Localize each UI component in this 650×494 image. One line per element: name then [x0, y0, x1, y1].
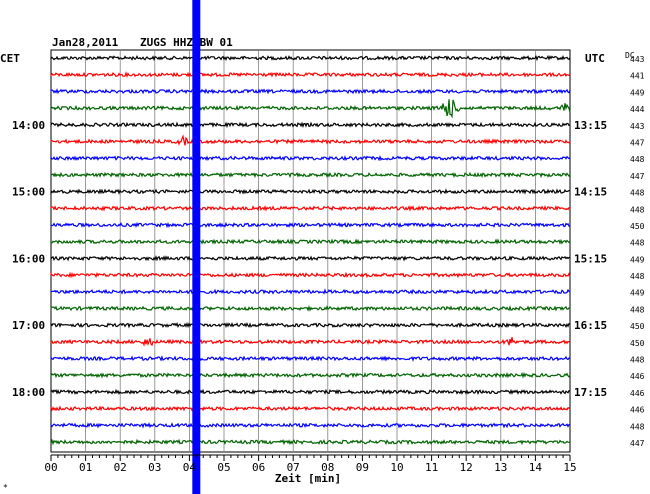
- station-label: ZUGS HHZ BW 01: [140, 36, 233, 49]
- x-axis-label: Zeit [min]: [275, 472, 341, 485]
- dc-value: 447: [630, 172, 645, 181]
- dc-value: 443: [630, 122, 645, 131]
- trace-line: [50, 99, 571, 119]
- left-time-label: 15:00: [12, 186, 45, 199]
- dc-label: DC: [625, 51, 635, 60]
- x-tick-label: 12: [460, 461, 473, 474]
- dc-value: 448: [630, 205, 645, 214]
- trace-line: [50, 288, 571, 295]
- x-tick-label: 15: [563, 461, 576, 474]
- right-time-label: 13:15: [574, 119, 607, 132]
- x-axis: 00 01 02 03 04 05 06 07 08 09 10 11 12 13 14 15: [44, 454, 577, 474]
- right-time-label: 15:15: [574, 252, 607, 265]
- x-tick-label: 05: [217, 461, 230, 474]
- plot-frame: [50, 49, 571, 453]
- dc-value: 450: [630, 222, 645, 231]
- trace-line: [50, 121, 570, 129]
- dc-value: 441: [630, 72, 645, 81]
- dc-value: 448: [630, 239, 645, 248]
- x-tick-label: 06: [252, 461, 265, 474]
- x-tick-label: 01: [79, 461, 92, 474]
- x-tick-label: 00: [44, 461, 57, 474]
- right-time-label: 17:15: [574, 386, 607, 399]
- x-tick-label: 07: [287, 461, 300, 474]
- dc-value: 449: [630, 88, 645, 97]
- x-tick-label: 03: [148, 461, 161, 474]
- dc-value: 446: [630, 372, 645, 381]
- trace-line: [50, 354, 571, 362]
- right-time-label: 16:15: [574, 319, 607, 332]
- left-time-label: 18:00: [12, 386, 45, 399]
- trace-line: [50, 371, 571, 379]
- dc-value: 448: [630, 422, 645, 431]
- x-tick-label: 02: [114, 461, 127, 474]
- trace-line: [50, 405, 571, 412]
- trace-line: [50, 188, 571, 195]
- dc-value: 446: [630, 406, 645, 415]
- right-time-label: 14:15: [574, 186, 607, 199]
- x-tick-label: 09: [356, 461, 369, 474]
- dc-value: 443: [630, 55, 645, 64]
- trace-line: [50, 422, 571, 429]
- left-time-label: 14:00: [12, 119, 45, 132]
- trace-line: [50, 271, 571, 279]
- left-time-label: 16:00: [12, 252, 45, 265]
- dc-value: 448: [630, 155, 645, 164]
- dc-value: 448: [630, 305, 645, 314]
- x-tick-label: 10: [390, 461, 403, 474]
- left-time-label: 17:00: [12, 319, 45, 332]
- time-labels: 443 441 449 444 443 447 448 447 448 448 450 448 449 4…: [12, 55, 645, 448]
- dc-value: 450: [630, 322, 645, 331]
- date-label: Jan28,2011: [52, 36, 119, 49]
- trace-line: [50, 171, 571, 179]
- corner-mark: *: [3, 483, 8, 492]
- x-tick-label: 08: [321, 461, 334, 474]
- dc-value: 444: [630, 105, 645, 114]
- grid: [50, 49, 571, 453]
- dc-value: 448: [630, 189, 645, 198]
- dc-value: 449: [630, 255, 645, 264]
- trace-line: [50, 388, 571, 396]
- x-tick-label: 04: [183, 461, 197, 474]
- dc-value: 450: [630, 339, 645, 348]
- dc-value: 448: [630, 356, 645, 365]
- trace-line: [50, 438, 571, 446]
- trace-line: [50, 255, 571, 262]
- trace-line: [50, 204, 571, 212]
- trace-line: [50, 154, 571, 162]
- trace-line: [50, 134, 571, 146]
- trace-line: [50, 304, 571, 312]
- trace-line: [50, 71, 571, 79]
- vertical-marker: [192, 0, 201, 494]
- trace-line: [50, 88, 571, 95]
- utc-label: UTC: [585, 52, 605, 65]
- cet-label: CET: [0, 52, 20, 65]
- dc-value: 447: [630, 439, 645, 448]
- x-tick-label: 14: [529, 461, 543, 474]
- dc-value: 446: [630, 389, 645, 398]
- x-tick-label: 13: [494, 461, 507, 474]
- traces: [50, 0, 571, 494]
- dc-value: 447: [630, 138, 645, 147]
- trace-line: [50, 55, 571, 62]
- trace-line: [50, 321, 571, 329]
- trace-line: [50, 221, 571, 229]
- dc-value: 448: [630, 272, 645, 281]
- trace-line: [50, 238, 571, 245]
- trace-line: [50, 337, 571, 347]
- x-tick-label: 11: [425, 461, 438, 474]
- dc-value: 449: [630, 289, 645, 298]
